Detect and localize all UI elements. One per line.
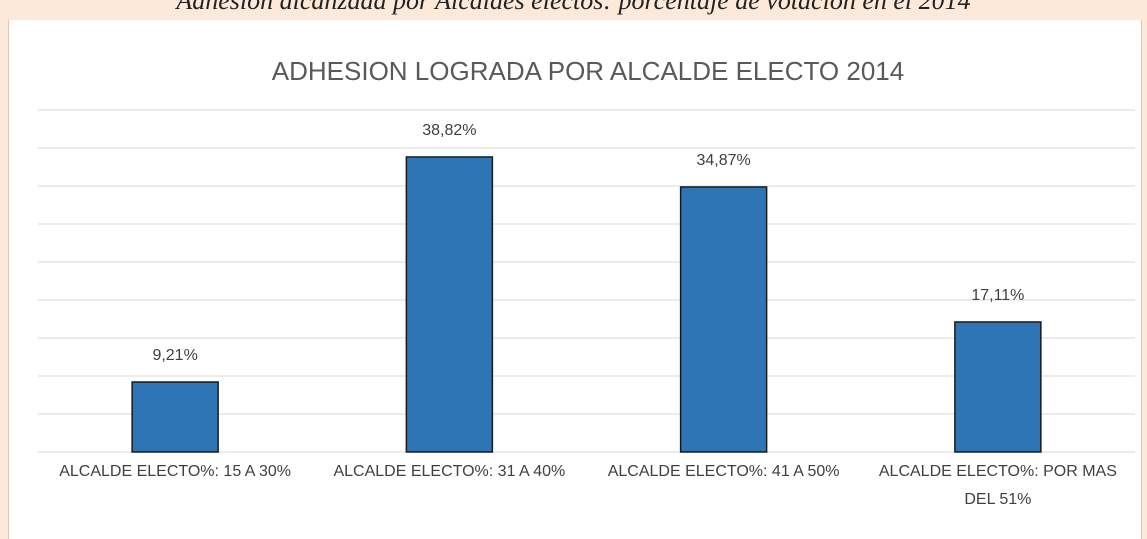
bar bbox=[954, 321, 1042, 453]
chart-title: ADHESION LOGRADA POR ALCALDE ELECTO 2014 bbox=[272, 56, 904, 86]
caption: Adhesión alcanzada por Alcaldes electos:… bbox=[176, 0, 971, 15]
data-label: 17,11% bbox=[971, 287, 1024, 304]
bar bbox=[405, 156, 494, 453]
x-tick-label: ALCALDE ELECTO%: 41 A 50% bbox=[607, 463, 840, 480]
x-tick-label: ALCALDE ELECTO%: POR MAS DEL 51% bbox=[878, 463, 1117, 508]
x-tick-label: ALCALDE ELECTO%: 31 A 40% bbox=[333, 463, 566, 480]
x-tick-label: ALCALDE ELECTO%: 15 A 30% bbox=[59, 463, 292, 480]
data-label: 9,21% bbox=[152, 347, 197, 364]
bar bbox=[131, 381, 219, 453]
bar bbox=[679, 186, 768, 453]
data-label: 38,82% bbox=[422, 122, 476, 139]
data-label: 34,87% bbox=[696, 152, 750, 169]
